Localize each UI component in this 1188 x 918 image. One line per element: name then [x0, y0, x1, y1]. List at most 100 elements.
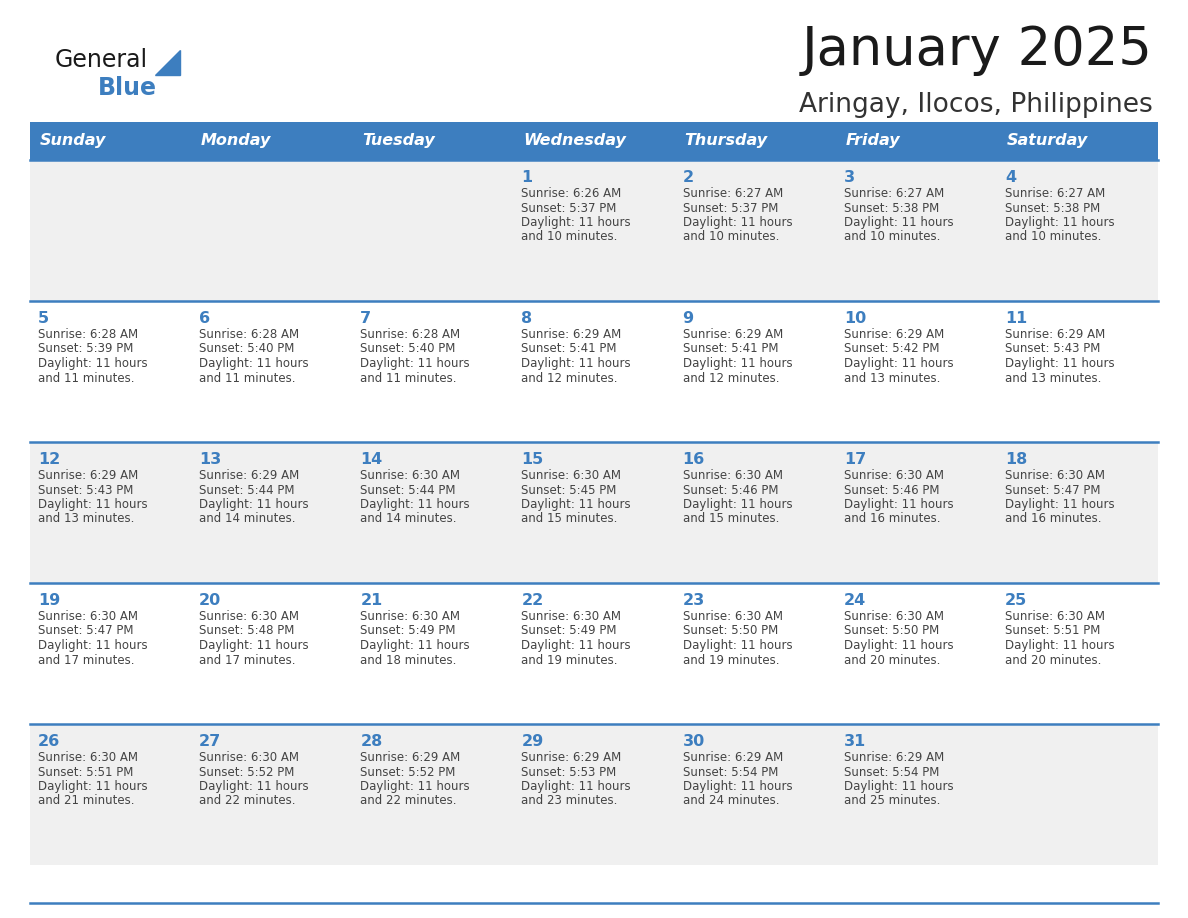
Text: Sunset: 5:38 PM: Sunset: 5:38 PM: [843, 201, 939, 215]
Text: and 19 minutes.: and 19 minutes.: [683, 654, 779, 666]
Text: Sunset: 5:51 PM: Sunset: 5:51 PM: [38, 766, 133, 778]
Text: Sunset: 5:49 PM: Sunset: 5:49 PM: [522, 624, 617, 637]
Text: and 19 minutes.: and 19 minutes.: [522, 654, 618, 666]
Text: Sunset: 5:51 PM: Sunset: 5:51 PM: [1005, 624, 1100, 637]
Text: Sunrise: 6:30 AM: Sunrise: 6:30 AM: [522, 469, 621, 482]
Text: Sunset: 5:38 PM: Sunset: 5:38 PM: [1005, 201, 1100, 215]
Text: Daylight: 11 hours: Daylight: 11 hours: [360, 498, 470, 511]
Text: 9: 9: [683, 311, 694, 326]
Text: Monday: Monday: [201, 133, 272, 149]
Bar: [835, 122, 997, 160]
Text: and 10 minutes.: and 10 minutes.: [522, 230, 618, 243]
Text: January 2025: January 2025: [802, 24, 1154, 76]
Bar: [191, 724, 353, 865]
Text: and 12 minutes.: and 12 minutes.: [683, 372, 779, 385]
Text: and 14 minutes.: and 14 minutes.: [360, 512, 456, 525]
Text: Daylight: 11 hours: Daylight: 11 hours: [1005, 498, 1114, 511]
Bar: [191, 442, 353, 583]
Bar: [353, 160, 513, 301]
Text: Sunset: 5:46 PM: Sunset: 5:46 PM: [843, 484, 940, 497]
Text: Sunset: 5:37 PM: Sunset: 5:37 PM: [683, 201, 778, 215]
Text: Sunset: 5:54 PM: Sunset: 5:54 PM: [683, 766, 778, 778]
Text: and 21 minutes.: and 21 minutes.: [38, 794, 134, 808]
Text: Sunset: 5:39 PM: Sunset: 5:39 PM: [38, 342, 133, 355]
Text: 28: 28: [360, 734, 383, 749]
Text: and 17 minutes.: and 17 minutes.: [200, 654, 296, 666]
Bar: [835, 442, 997, 583]
Text: 4: 4: [1005, 170, 1016, 185]
Text: Sunrise: 6:30 AM: Sunrise: 6:30 AM: [200, 610, 299, 623]
Text: Sunrise: 6:29 AM: Sunrise: 6:29 AM: [683, 751, 783, 764]
Text: Daylight: 11 hours: Daylight: 11 hours: [683, 498, 792, 511]
Text: Sunset: 5:41 PM: Sunset: 5:41 PM: [522, 342, 617, 355]
Text: Aringay, Ilocos, Philippines: Aringay, Ilocos, Philippines: [800, 92, 1154, 118]
Text: Daylight: 11 hours: Daylight: 11 hours: [360, 357, 470, 370]
Text: Daylight: 11 hours: Daylight: 11 hours: [38, 639, 147, 652]
Text: Sunset: 5:47 PM: Sunset: 5:47 PM: [38, 624, 133, 637]
Text: General: General: [55, 48, 148, 72]
Text: Daylight: 11 hours: Daylight: 11 hours: [200, 357, 309, 370]
Text: Sunday: Sunday: [40, 133, 107, 149]
Text: and 13 minutes.: and 13 minutes.: [38, 512, 134, 525]
Bar: [997, 583, 1158, 724]
Text: Sunset: 5:48 PM: Sunset: 5:48 PM: [200, 624, 295, 637]
Bar: [30, 583, 191, 724]
Text: 7: 7: [360, 311, 372, 326]
Text: and 23 minutes.: and 23 minutes.: [522, 794, 618, 808]
Text: Sunrise: 6:29 AM: Sunrise: 6:29 AM: [360, 751, 461, 764]
Bar: [675, 301, 835, 442]
Bar: [513, 160, 675, 301]
Text: and 10 minutes.: and 10 minutes.: [1005, 230, 1101, 243]
Text: and 17 minutes.: and 17 minutes.: [38, 654, 134, 666]
Text: Sunset: 5:52 PM: Sunset: 5:52 PM: [360, 766, 456, 778]
Text: 19: 19: [38, 593, 61, 608]
Bar: [835, 160, 997, 301]
Text: Sunset: 5:37 PM: Sunset: 5:37 PM: [522, 201, 617, 215]
Text: Sunset: 5:42 PM: Sunset: 5:42 PM: [843, 342, 940, 355]
Bar: [30, 301, 191, 442]
Text: Sunset: 5:41 PM: Sunset: 5:41 PM: [683, 342, 778, 355]
Text: Daylight: 11 hours: Daylight: 11 hours: [843, 639, 953, 652]
Text: 11: 11: [1005, 311, 1028, 326]
Text: Friday: Friday: [846, 133, 901, 149]
Text: 14: 14: [360, 452, 383, 467]
Text: 15: 15: [522, 452, 544, 467]
Text: Sunrise: 6:30 AM: Sunrise: 6:30 AM: [683, 469, 783, 482]
Text: Daylight: 11 hours: Daylight: 11 hours: [522, 780, 631, 793]
Text: and 20 minutes.: and 20 minutes.: [843, 654, 940, 666]
Text: 5: 5: [38, 311, 49, 326]
Text: Sunrise: 6:29 AM: Sunrise: 6:29 AM: [843, 328, 944, 341]
Text: 22: 22: [522, 593, 544, 608]
Text: Sunrise: 6:30 AM: Sunrise: 6:30 AM: [360, 610, 460, 623]
Text: Sunset: 5:43 PM: Sunset: 5:43 PM: [38, 484, 133, 497]
Text: 6: 6: [200, 311, 210, 326]
Bar: [513, 301, 675, 442]
Text: 21: 21: [360, 593, 383, 608]
Text: Daylight: 11 hours: Daylight: 11 hours: [1005, 639, 1114, 652]
Text: and 24 minutes.: and 24 minutes.: [683, 794, 779, 808]
Text: Sunrise: 6:27 AM: Sunrise: 6:27 AM: [683, 187, 783, 200]
Text: Sunrise: 6:30 AM: Sunrise: 6:30 AM: [683, 610, 783, 623]
Text: Daylight: 11 hours: Daylight: 11 hours: [683, 357, 792, 370]
Text: 1: 1: [522, 170, 532, 185]
Bar: [835, 301, 997, 442]
Bar: [675, 724, 835, 865]
Text: Daylight: 11 hours: Daylight: 11 hours: [843, 498, 953, 511]
Bar: [513, 442, 675, 583]
Text: 23: 23: [683, 593, 704, 608]
Text: Sunset: 5:47 PM: Sunset: 5:47 PM: [1005, 484, 1100, 497]
Text: Daylight: 11 hours: Daylight: 11 hours: [683, 780, 792, 793]
Text: Sunrise: 6:30 AM: Sunrise: 6:30 AM: [1005, 469, 1105, 482]
Text: Sunset: 5:43 PM: Sunset: 5:43 PM: [1005, 342, 1100, 355]
Bar: [191, 583, 353, 724]
Text: 16: 16: [683, 452, 704, 467]
Text: Sunrise: 6:28 AM: Sunrise: 6:28 AM: [38, 328, 138, 341]
Text: Sunrise: 6:30 AM: Sunrise: 6:30 AM: [843, 610, 943, 623]
Text: Daylight: 11 hours: Daylight: 11 hours: [522, 357, 631, 370]
Bar: [675, 160, 835, 301]
Text: 26: 26: [38, 734, 61, 749]
Text: Daylight: 11 hours: Daylight: 11 hours: [360, 639, 470, 652]
Text: Sunrise: 6:29 AM: Sunrise: 6:29 AM: [38, 469, 138, 482]
Text: Sunset: 5:52 PM: Sunset: 5:52 PM: [200, 766, 295, 778]
Text: Sunrise: 6:29 AM: Sunrise: 6:29 AM: [522, 328, 621, 341]
